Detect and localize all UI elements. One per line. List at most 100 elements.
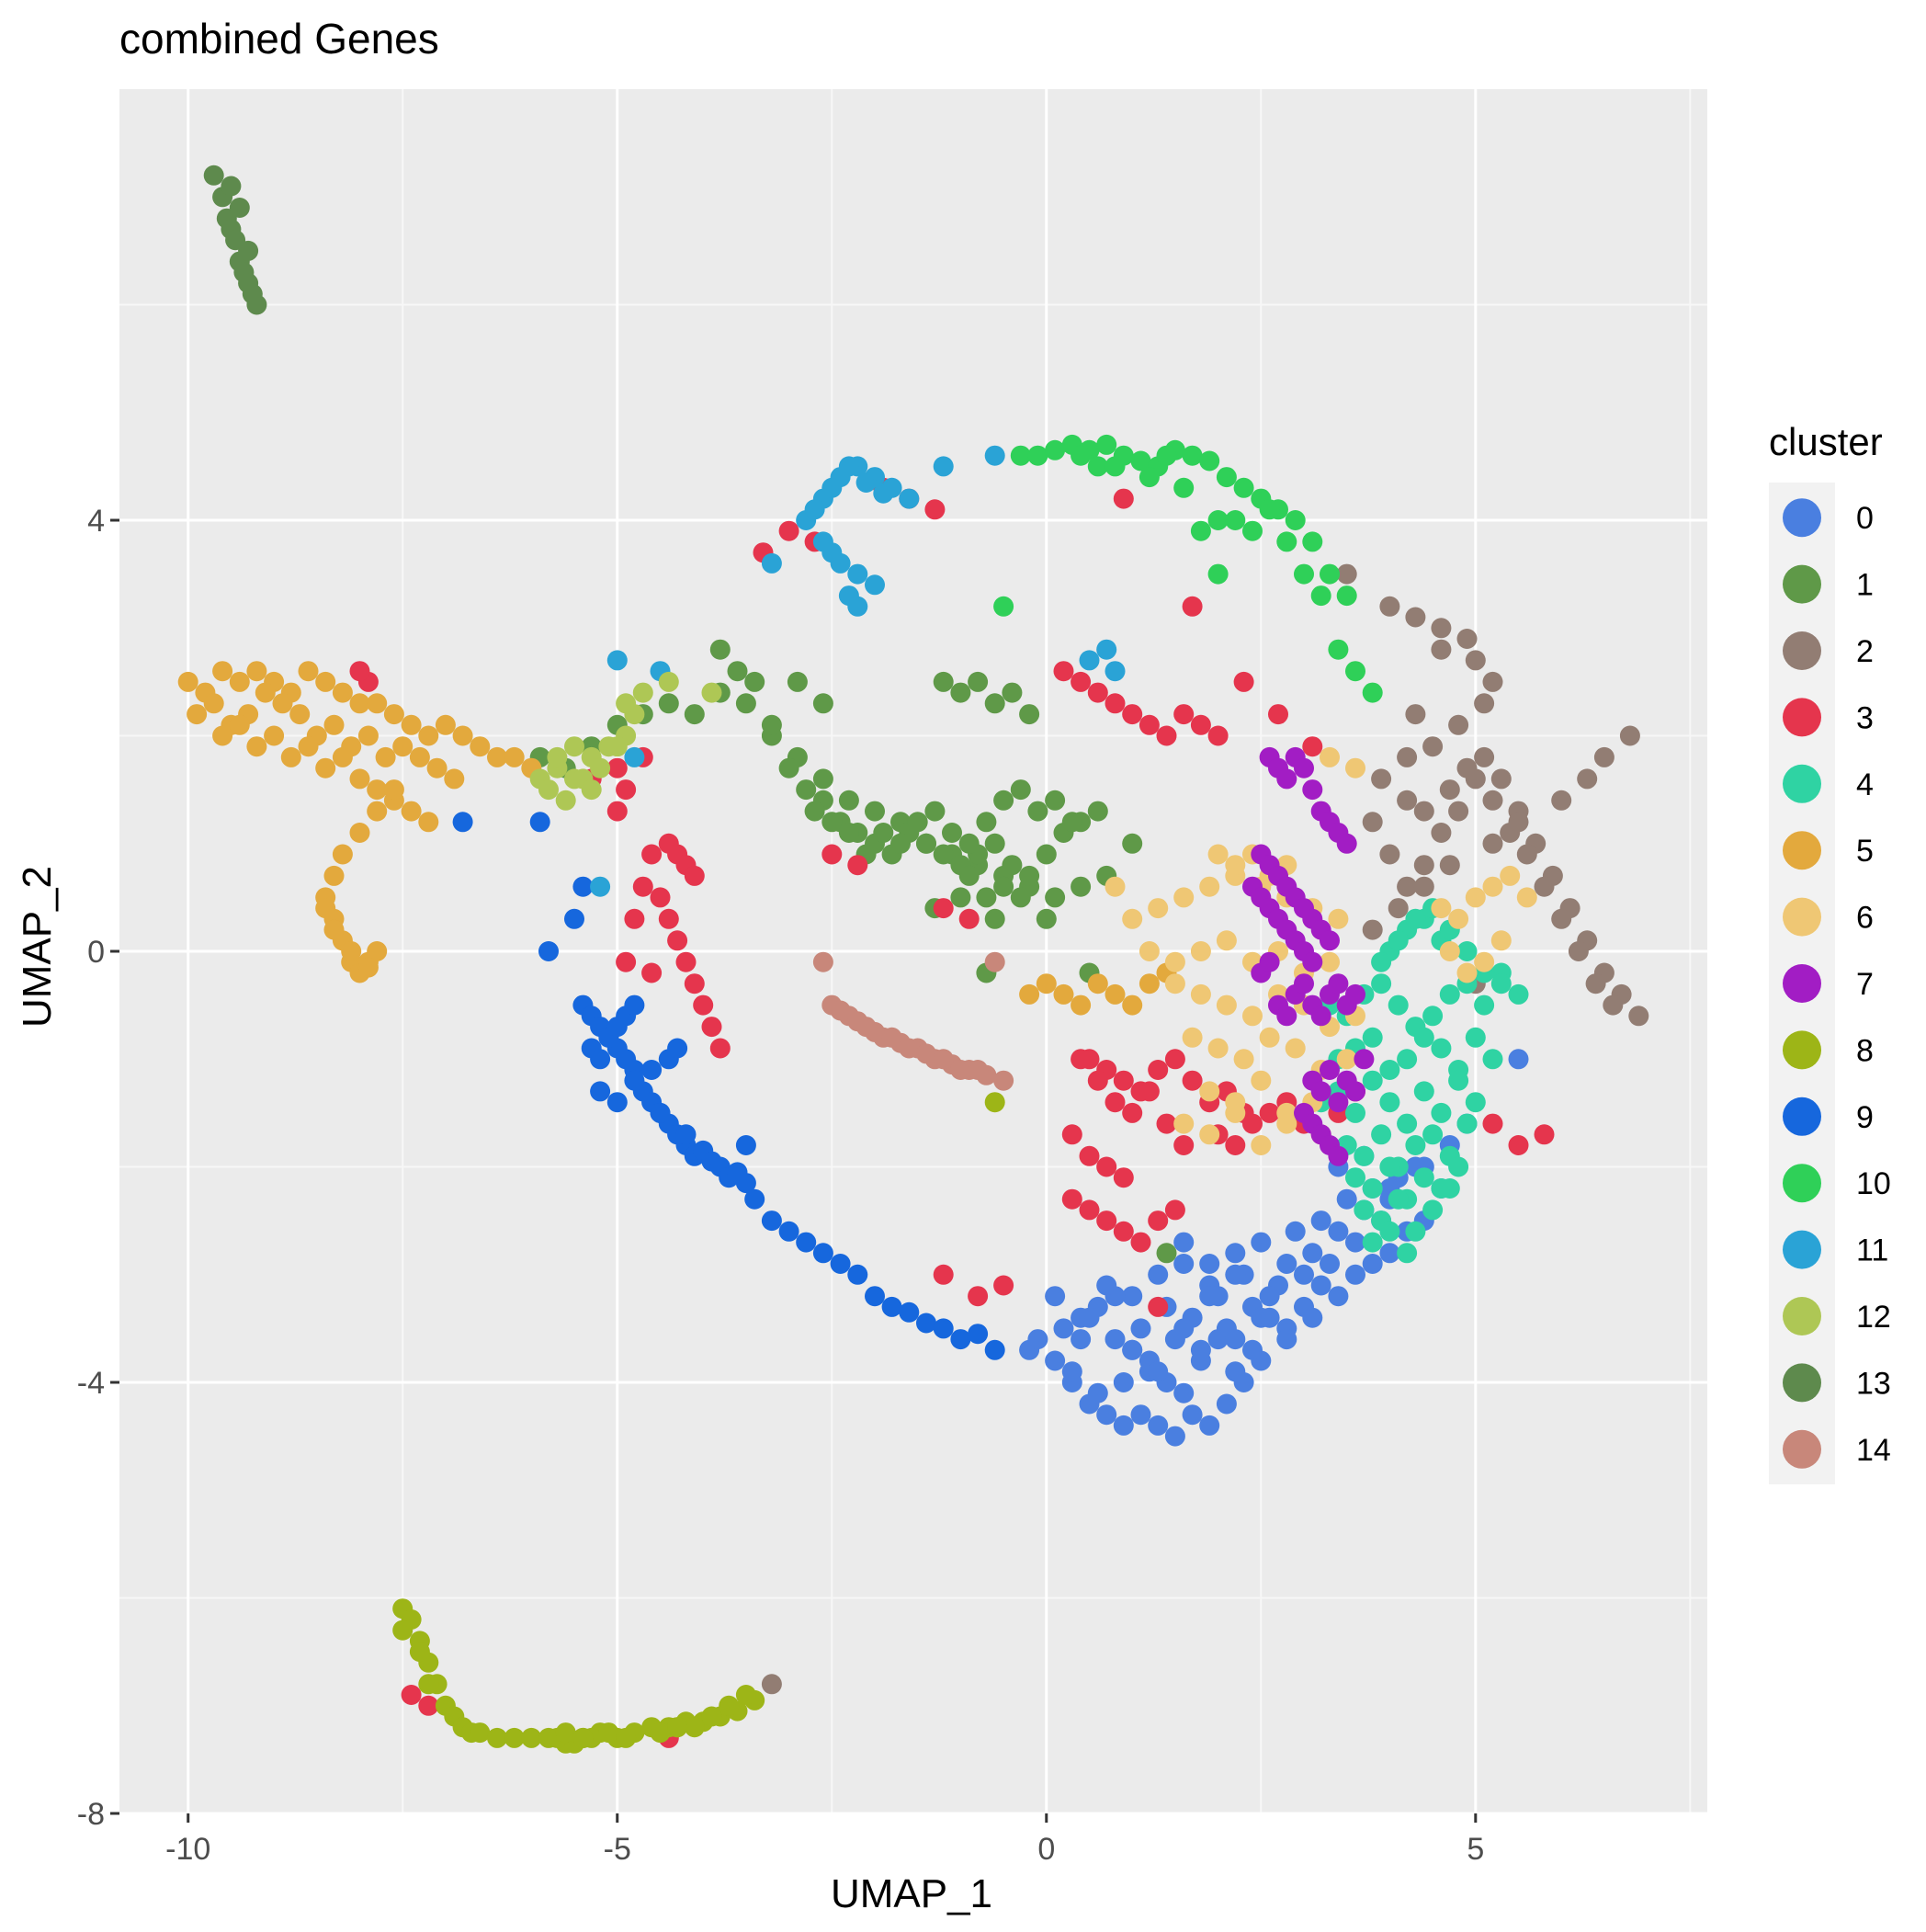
- data-point: [650, 887, 671, 908]
- data-point: [1336, 585, 1357, 607]
- data-point: [1027, 445, 1048, 466]
- data-point: [1045, 1286, 1066, 1307]
- data-point: [280, 746, 301, 767]
- data-point: [349, 693, 370, 714]
- data-point: [1345, 1264, 1365, 1285]
- data-point: [487, 746, 507, 767]
- data-point: [1448, 714, 1469, 735]
- data-point: [727, 661, 748, 682]
- data-point: [1422, 1199, 1444, 1221]
- data-point: [1061, 812, 1082, 833]
- data-point: [675, 1124, 697, 1145]
- series-cluster-3: [349, 477, 1555, 1748]
- data-point: [1465, 1092, 1486, 1113]
- data-point: [1010, 445, 1031, 466]
- data-point: [675, 951, 697, 972]
- data-point: [1207, 1038, 1229, 1059]
- data-point: [1294, 1264, 1314, 1285]
- x-axis: -10 -5 0 5: [165, 1813, 1484, 1867]
- legend-key: [1783, 1429, 1821, 1469]
- data-point: [1173, 887, 1195, 908]
- data-point: [838, 790, 859, 811]
- data-point: [1251, 1232, 1272, 1253]
- data-point: [590, 876, 611, 897]
- data-point: [1362, 812, 1383, 833]
- data-point: [719, 1695, 740, 1716]
- data-point: [229, 198, 250, 218]
- data-point: [916, 1313, 936, 1334]
- data-point: [761, 714, 782, 735]
- data-point: [1413, 1027, 1434, 1048]
- data-point: [1199, 1124, 1220, 1145]
- data-point: [890, 833, 911, 854]
- series-cluster-14: [812, 951, 1014, 1091]
- data-point: [1173, 477, 1195, 498]
- data-point: [1490, 973, 1512, 994]
- data-point: [812, 951, 833, 972]
- data-point: [1482, 1049, 1503, 1070]
- legend-key: [1783, 498, 1821, 538]
- data-point: [1568, 941, 1589, 961]
- data-points: [177, 165, 1649, 1754]
- data-point: [1397, 790, 1418, 811]
- data-point: [1448, 908, 1469, 929]
- series-cluster-9: [452, 812, 1005, 1360]
- data-point: [1061, 1361, 1082, 1382]
- data-point: [367, 693, 388, 714]
- data-point: [658, 908, 679, 929]
- data-point: [1336, 1188, 1357, 1210]
- data-point: [1593, 746, 1614, 767]
- data-point: [1362, 1254, 1383, 1274]
- data-point: [709, 1038, 731, 1059]
- data-point: [1105, 693, 1126, 714]
- legend-label: 0: [1856, 501, 1874, 536]
- data-point: [847, 596, 868, 617]
- data-point: [418, 812, 439, 833]
- data-point: [1379, 1156, 1400, 1177]
- data-point: [1354, 1049, 1375, 1070]
- data-point: [1508, 1135, 1529, 1155]
- data-point: [547, 746, 568, 767]
- data-point: [933, 844, 954, 865]
- data-point: [315, 757, 336, 778]
- data-point: [1285, 1221, 1306, 1242]
- legend-key: [1783, 964, 1821, 1003]
- data-point: [735, 1685, 756, 1705]
- data-point: [624, 746, 645, 767]
- data-point: [667, 1038, 688, 1059]
- data-point: [598, 1722, 619, 1744]
- data-point: [1371, 768, 1392, 790]
- data-point: [1113, 1415, 1134, 1436]
- data-point: [1345, 983, 1365, 1005]
- data-point: [1397, 1113, 1418, 1134]
- data-point: [1139, 714, 1160, 735]
- data-point: [1345, 1167, 1365, 1188]
- data-point: [1474, 994, 1495, 1016]
- data-point: [1173, 1113, 1195, 1134]
- data-point: [984, 693, 1005, 714]
- y-tick-label: -8: [77, 1797, 105, 1832]
- data-point: [1379, 596, 1400, 617]
- x-tick-label: -5: [604, 1832, 631, 1867]
- data-point: [572, 1727, 594, 1748]
- data-point: [1122, 1102, 1143, 1123]
- data-point: [1061, 1188, 1082, 1210]
- data-point: [1431, 1038, 1452, 1059]
- data-point: [632, 876, 653, 897]
- data-point: [1079, 1145, 1100, 1166]
- data-point: [1105, 456, 1126, 477]
- legend-key: [1783, 631, 1821, 670]
- y-axis: -8 -4 0 4: [77, 504, 119, 1832]
- y-axis-label: UMAP_2: [15, 866, 60, 1028]
- data-point: [865, 1021, 885, 1042]
- data-point: [1156, 445, 1177, 466]
- data-point: [1508, 812, 1529, 833]
- data-point: [1388, 898, 1409, 919]
- data-point: [812, 1243, 833, 1264]
- data-point: [1139, 973, 1160, 994]
- data-point: [1379, 1221, 1400, 1242]
- legend-label: 12: [1856, 1300, 1891, 1335]
- data-point: [1182, 1070, 1203, 1091]
- data-point: [1379, 1092, 1400, 1113]
- data-point: [1345, 661, 1365, 682]
